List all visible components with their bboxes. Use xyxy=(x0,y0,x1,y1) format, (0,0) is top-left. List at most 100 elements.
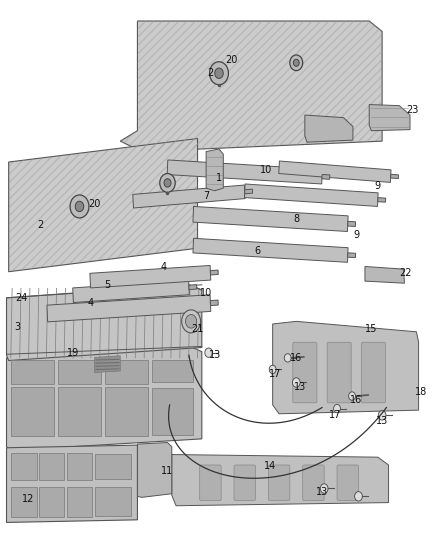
Polygon shape xyxy=(210,270,218,275)
Circle shape xyxy=(164,179,171,187)
Circle shape xyxy=(182,310,201,333)
Text: 17: 17 xyxy=(268,369,281,378)
Polygon shape xyxy=(90,265,211,288)
Polygon shape xyxy=(348,253,356,257)
Polygon shape xyxy=(193,206,348,231)
FancyBboxPatch shape xyxy=(67,454,92,480)
Circle shape xyxy=(334,405,340,413)
Text: 8: 8 xyxy=(293,214,299,224)
FancyBboxPatch shape xyxy=(95,488,131,516)
Text: 16: 16 xyxy=(290,353,302,363)
Text: 20: 20 xyxy=(88,199,101,209)
Polygon shape xyxy=(95,356,120,373)
Polygon shape xyxy=(133,185,245,208)
Polygon shape xyxy=(167,160,322,184)
Text: 22: 22 xyxy=(399,268,412,278)
Polygon shape xyxy=(193,238,348,262)
Text: 13: 13 xyxy=(208,350,221,360)
FancyBboxPatch shape xyxy=(39,487,64,517)
Text: 6: 6 xyxy=(254,246,261,256)
Polygon shape xyxy=(120,21,382,151)
Circle shape xyxy=(320,484,328,493)
Circle shape xyxy=(349,392,356,400)
Polygon shape xyxy=(378,198,385,202)
FancyBboxPatch shape xyxy=(234,465,255,500)
Polygon shape xyxy=(7,346,202,450)
FancyBboxPatch shape xyxy=(152,387,193,435)
Circle shape xyxy=(355,491,362,501)
FancyBboxPatch shape xyxy=(67,487,92,517)
FancyBboxPatch shape xyxy=(95,454,131,479)
Circle shape xyxy=(284,354,291,362)
Polygon shape xyxy=(391,174,399,179)
Text: 10: 10 xyxy=(260,165,272,175)
FancyBboxPatch shape xyxy=(105,386,148,436)
Circle shape xyxy=(160,174,175,192)
Polygon shape xyxy=(7,285,202,360)
Text: 4: 4 xyxy=(87,298,93,308)
Circle shape xyxy=(215,68,223,78)
Text: 13: 13 xyxy=(316,487,328,497)
Text: 4: 4 xyxy=(160,262,166,271)
Text: 9: 9 xyxy=(353,230,360,240)
Text: 15: 15 xyxy=(365,324,378,334)
FancyBboxPatch shape xyxy=(337,465,358,500)
Polygon shape xyxy=(365,266,404,283)
Text: 19: 19 xyxy=(67,348,79,358)
FancyBboxPatch shape xyxy=(268,465,290,500)
Text: 18: 18 xyxy=(415,387,427,397)
FancyBboxPatch shape xyxy=(200,465,221,500)
Circle shape xyxy=(293,59,299,66)
Text: 21: 21 xyxy=(191,324,204,334)
Text: 9: 9 xyxy=(375,181,381,190)
Text: 13: 13 xyxy=(376,416,388,425)
Text: 5: 5 xyxy=(104,280,110,290)
Circle shape xyxy=(269,365,276,374)
FancyBboxPatch shape xyxy=(293,342,317,403)
Polygon shape xyxy=(47,295,211,322)
Text: 7: 7 xyxy=(203,191,209,201)
Circle shape xyxy=(293,378,300,387)
Text: 11: 11 xyxy=(161,466,173,477)
FancyBboxPatch shape xyxy=(303,465,324,500)
FancyBboxPatch shape xyxy=(152,360,193,383)
Polygon shape xyxy=(9,139,198,272)
Text: 12: 12 xyxy=(22,494,34,504)
Text: 24: 24 xyxy=(15,293,28,303)
Polygon shape xyxy=(172,455,389,506)
Polygon shape xyxy=(7,445,138,522)
Polygon shape xyxy=(322,174,330,179)
Polygon shape xyxy=(189,285,197,289)
Polygon shape xyxy=(206,149,223,191)
FancyBboxPatch shape xyxy=(11,487,36,517)
Polygon shape xyxy=(138,442,172,497)
Polygon shape xyxy=(210,300,218,305)
FancyBboxPatch shape xyxy=(11,454,36,480)
FancyBboxPatch shape xyxy=(105,360,148,384)
Polygon shape xyxy=(348,221,356,227)
Text: 20: 20 xyxy=(226,55,238,65)
Polygon shape xyxy=(369,104,410,131)
Polygon shape xyxy=(245,189,253,194)
Text: 16: 16 xyxy=(350,395,363,405)
FancyBboxPatch shape xyxy=(11,386,54,436)
Polygon shape xyxy=(73,280,189,303)
Circle shape xyxy=(290,55,303,71)
Text: 14: 14 xyxy=(265,461,277,471)
Text: 1: 1 xyxy=(216,173,222,183)
Polygon shape xyxy=(279,161,391,182)
Circle shape xyxy=(205,348,212,358)
Text: 2: 2 xyxy=(207,68,214,78)
Text: 17: 17 xyxy=(328,410,341,421)
Text: 2: 2 xyxy=(38,220,44,230)
Text: 23: 23 xyxy=(406,105,418,115)
Circle shape xyxy=(70,195,89,218)
Circle shape xyxy=(186,314,197,328)
Text: 10: 10 xyxy=(200,288,212,297)
Polygon shape xyxy=(305,115,353,142)
FancyBboxPatch shape xyxy=(39,454,64,480)
Polygon shape xyxy=(272,321,419,414)
FancyBboxPatch shape xyxy=(11,360,54,384)
FancyBboxPatch shape xyxy=(327,342,351,403)
Polygon shape xyxy=(244,184,378,206)
